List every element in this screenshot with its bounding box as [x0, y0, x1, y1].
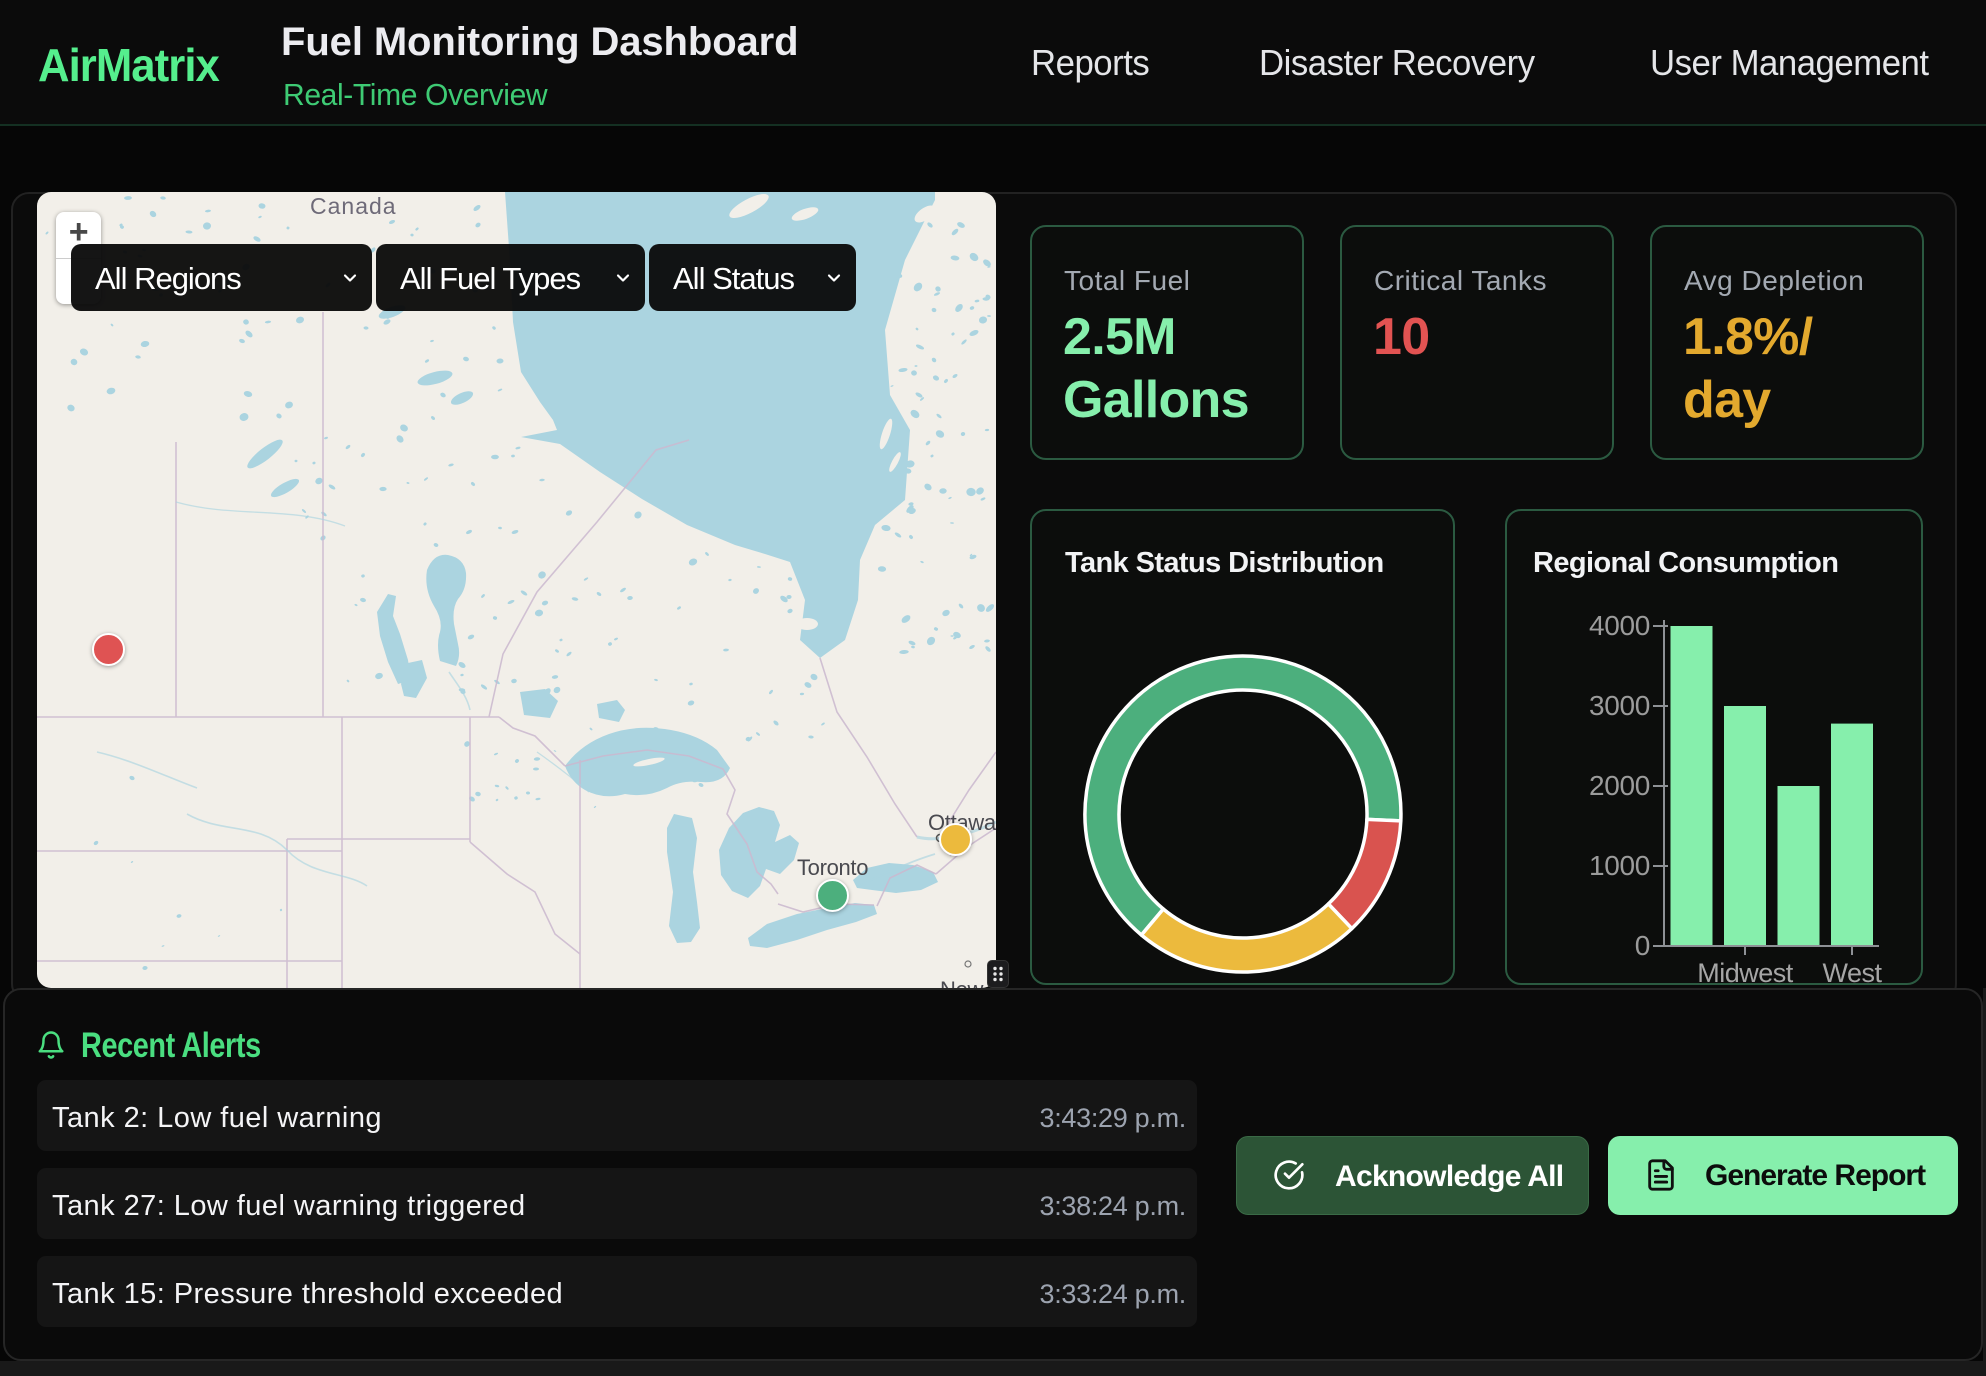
svg-text:Midwest: Midwest [1697, 958, 1794, 985]
svg-text:New York: New York [940, 977, 996, 988]
svg-text:0: 0 [1635, 930, 1650, 961]
svg-text:1000: 1000 [1589, 850, 1650, 881]
svg-text:Toronto: Toronto [797, 855, 868, 880]
svg-text:Canada: Canada [310, 193, 397, 219]
svg-text:4000: 4000 [1589, 610, 1650, 641]
svg-text:West: West [1822, 958, 1882, 985]
svg-text:2000: 2000 [1589, 770, 1650, 801]
svg-text:3000: 3000 [1589, 690, 1650, 721]
